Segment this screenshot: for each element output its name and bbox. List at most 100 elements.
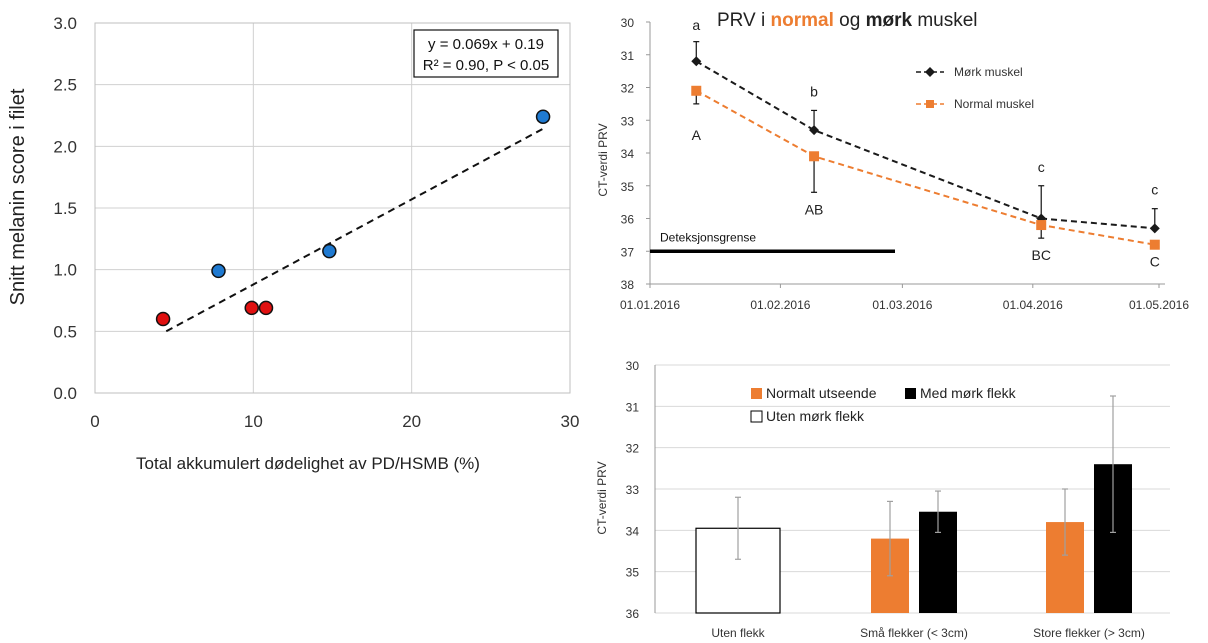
scatter-point (211, 263, 226, 279)
line-point-square (1149, 239, 1160, 250)
legend-uten-label: Uten mørk flekk (766, 408, 865, 424)
scatter-point (155, 311, 171, 327)
scatter-y-axis-title: Snitt melanin score i filet (7, 88, 29, 305)
line-y-tick-label: 33 (621, 114, 635, 128)
line-x-tick-label: 01.02.2016 (750, 298, 810, 312)
line-y-axis-title: CT-verdi PRV (596, 123, 610, 196)
bar-bars (695, 395, 1132, 614)
bar-y-tick-label: 33 (626, 483, 640, 497)
bar-y-tick-label: 36 (626, 607, 640, 621)
legend-med-swatch (905, 388, 916, 399)
scatter-y-ticks: 0.0 0.5 1.0 1.5 2.0 2.5 3.0 (53, 14, 77, 403)
line-legend: Mørk muskel Normal muskel (916, 65, 1034, 111)
bar-category-label: Store flekker (> 3cm) (1033, 626, 1145, 640)
scatter-x-axis-title: Total akkumulert dødelighet av PD/HSMB (… (136, 454, 480, 473)
line-x-tick-label: 01.01.2016 (620, 298, 680, 312)
bar-category-label: Små flekker (< 3cm) (860, 626, 968, 640)
scatter-y-tick-label: 3.0 (53, 14, 77, 33)
significance-label-lowercase: b (810, 83, 818, 99)
line-y-tick-label: 35 (621, 180, 635, 194)
line-point-diamond (1149, 223, 1160, 234)
bar-y-tick-label: 31 (626, 400, 640, 414)
line-point-diamond (809, 125, 820, 136)
legend-diamond-marker (925, 67, 935, 77)
scatter-y-tick-label: 0.0 (53, 384, 77, 403)
scatter-point (322, 243, 337, 259)
significance-label-uppercase: A (692, 127, 702, 143)
scatter-y-tick-label: 1.5 (53, 199, 77, 218)
line-y-tick-label: 32 (621, 82, 635, 96)
scatter-x-tick-label: 10 (244, 412, 263, 431)
significance-label-uppercase: BC (1031, 247, 1050, 263)
bar-x-ticks: Uten flekk Små flekker (< 3cm) Store flekk… (711, 626, 1145, 640)
line-series-container: a b c c A AB BC C (691, 17, 1160, 270)
scatter-y-tick-label: 0.5 (53, 322, 77, 341)
scatter-point (535, 109, 551, 124)
legend-mork-label: Mørk muskel (954, 65, 1023, 79)
line-series-normal (695, 89, 1155, 246)
scatter-x-tick-label: 0 (90, 412, 99, 431)
scatter-y-tick-label: 1.0 (53, 261, 77, 280)
line-y-tick-label: 34 (621, 147, 635, 161)
legend-normalt-label: Normalt utseende (766, 385, 877, 401)
title-part-mork: mørk (866, 10, 913, 31)
regression-annotation-box: y = 0.069x + 0.19 R² = 0.90, P < 0.05 (413, 29, 559, 78)
regression-r2: R² = 0.90, P < 0.05 (423, 57, 549, 74)
scatter-panel: 0.0 0.5 1.0 1.5 2.0 2.5 3.0 0 10 20 30 y = 0.069x… (7, 14, 579, 473)
bar-legend: Normalt utseende Med mørk flekk Uten mør… (750, 385, 1017, 424)
scatter-gridlines (94, 22, 571, 394)
significance-label-lowercase: a (692, 17, 700, 33)
scatter-points (155, 109, 551, 327)
scatter-y-tick-label: 2.5 (53, 76, 77, 95)
line-y-tick-label: 31 (621, 49, 635, 63)
significance-label-uppercase: C (1150, 254, 1160, 270)
bar-y-axis-title: CT-verdi PRV (595, 461, 609, 534)
bar-y-tick-label: 30 (626, 359, 640, 373)
line-y-tick-label: 38 (621, 278, 635, 292)
title-part-normal: normal (771, 10, 834, 31)
bar-y-tick-label: 35 (626, 566, 640, 580)
line-y-tick-label: 30 (621, 16, 635, 30)
significance-label-uppercase: AB (805, 201, 824, 217)
scatter-point (244, 300, 259, 316)
bar-y-tick-label: 34 (626, 524, 640, 538)
regression-equation: y = 0.069x + 0.19 (428, 36, 544, 53)
scatter-x-tick-label: 30 (561, 412, 580, 431)
legend-med-label: Med mørk flekk (920, 385, 1017, 401)
scatter-x-ticks: 0 10 20 30 (90, 412, 579, 431)
line-point-square (809, 151, 820, 162)
scatter-point (258, 300, 274, 316)
significance-label-lowercase: c (1151, 182, 1158, 198)
significance-label-lowercase: c (1038, 159, 1045, 175)
line-y-ticks: 30 31 32 33 34 35 36 37 38 (621, 16, 650, 292)
line-panel: PRV i normal og mørk muskel 30 31 32 33 34 35… (596, 10, 1189, 312)
legend-uten-swatch (750, 410, 763, 423)
scatter-plot-border (94, 22, 571, 394)
scatter-x-tick-label: 20 (402, 412, 421, 431)
bar-panel: 30 31 32 33 34 35 36 Uten flekk Små flekker (< … (595, 359, 1170, 640)
line-x-tick-label: 01.03.2016 (872, 298, 932, 312)
line-x-ticks: 01.01.2016 01.02.2016 01.03.2016 01.04.2016… (620, 284, 1189, 312)
scatter-y-tick-label: 2.0 (53, 137, 77, 156)
legend-normalt-swatch (751, 388, 762, 399)
line-point-diamond (691, 56, 702, 67)
line-y-tick-label: 36 (621, 213, 635, 227)
trendline (165, 127, 544, 333)
title-part-3: og (834, 10, 866, 31)
line-chart-title: PRV i normal og mørk muskel (717, 10, 978, 31)
line-series-mork (695, 60, 1155, 230)
line-point-square (691, 85, 702, 96)
line-y-tick-label: 37 (621, 245, 635, 259)
legend-square-marker (926, 100, 934, 108)
title-part-1: PRV i (717, 10, 771, 31)
bar-category-label: Uten flekk (711, 626, 765, 640)
line-x-tick-label: 01.05.2016 (1129, 298, 1189, 312)
bar-y-ticks: 30 31 32 33 34 35 36 (626, 359, 640, 621)
line-point-square (1036, 220, 1047, 231)
line-x-tick-label: 01.04.2016 (1003, 298, 1063, 312)
legend-normal-label: Normal muskel (954, 97, 1034, 111)
bar-y-tick-label: 32 (626, 442, 640, 456)
title-part-5: muskel (912, 10, 977, 31)
detection-limit-label: Deteksjonsgrense (660, 230, 756, 244)
